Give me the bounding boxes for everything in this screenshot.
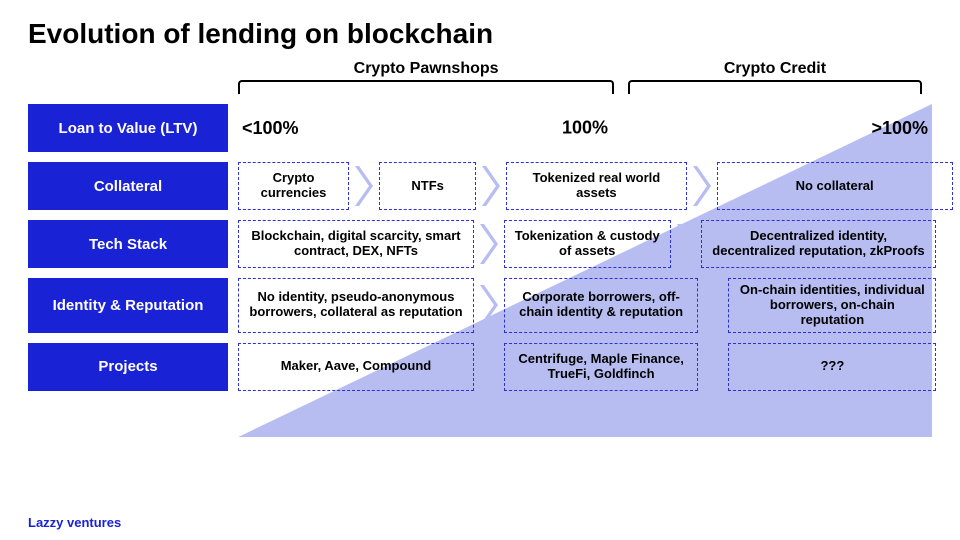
- chevron-right-icon: [480, 278, 498, 333]
- cells: Maker, Aave, Compound Centrifuge, Maple F…: [238, 343, 932, 391]
- chevron-right-icon: [704, 343, 722, 391]
- chevron-right-icon: [482, 162, 500, 210]
- cell: No collateral: [717, 162, 953, 210]
- row-collateral: CollateralCrypto currencies NTFs Tokenized…: [28, 162, 932, 210]
- cell: Tokenization & custody of assets: [504, 220, 671, 268]
- bracket-pawnshops: Crypto Pawnshops: [238, 60, 614, 94]
- cell: Maker, Aave, Compound: [238, 343, 474, 391]
- row-projects: ProjectsMaker, Aave, Compound Centrifuge,…: [28, 343, 932, 391]
- cell: ???: [728, 343, 936, 391]
- cell: Blockchain, digital scarcity, smart cont…: [238, 220, 474, 268]
- bracket-label-left: Crypto Pawnshops: [238, 60, 614, 78]
- cells: Crypto currencies NTFs Tokenized real worl…: [238, 162, 932, 210]
- row-label: Projects: [28, 343, 228, 391]
- row-tech-stack: Tech StackBlockchain, digital scarcity, …: [28, 220, 932, 268]
- row-label: Identity & Reputation: [28, 278, 228, 333]
- bracket-shape-left: [238, 80, 614, 94]
- row-ltv: Loan to Value (LTV) <100% >100% 100%: [28, 104, 932, 152]
- footer-brand: Lazzy ventures: [28, 515, 121, 530]
- cell: No identity, pseudo-anonymous borrowers,…: [238, 278, 474, 333]
- chevron-right-icon: [677, 220, 695, 268]
- brackets-area: Crypto Pawnshops Crypto Credit: [238, 60, 922, 104]
- row-identity-reputation: Identity & ReputationNo identity, pseudo…: [28, 278, 932, 333]
- cell: Centrifuge, Maple Finance, TrueFi, Goldf…: [504, 343, 698, 391]
- chevron-right-icon: [693, 162, 711, 210]
- chevron-right-icon: [704, 278, 722, 333]
- row-content: No identity, pseudo-anonymous borrowers,…: [238, 278, 932, 333]
- ltv-track: <100% >100% 100%: [238, 104, 932, 152]
- bracket-label-right: Crypto Credit: [628, 60, 922, 78]
- cell: Tokenized real world assets: [506, 162, 686, 210]
- cell: Corporate borrowers, off-chain identity …: [504, 278, 698, 333]
- ltv-left-label: <100%: [242, 118, 299, 139]
- cells: Blockchain, digital scarcity, smart cont…: [238, 220, 932, 268]
- grid: Loan to Value (LTV) <100% >100% 100% Col…: [28, 104, 932, 391]
- row-content: Maker, Aave, Compound Centrifuge, Maple F…: [238, 343, 932, 391]
- chevron-right-icon: [355, 162, 373, 210]
- row-content: Blockchain, digital scarcity, smart cont…: [238, 220, 932, 268]
- row-label-ltv: Loan to Value (LTV): [28, 104, 228, 152]
- ltv-mid-label: 100%: [562, 118, 608, 139]
- page-title: Evolution of lending on blockchain: [28, 18, 932, 50]
- cells: No identity, pseudo-anonymous borrowers,…: [238, 278, 932, 333]
- cell: Crypto currencies: [238, 162, 349, 210]
- row-label: Tech Stack: [28, 220, 228, 268]
- chevron-right-icon: [480, 220, 498, 268]
- bracket-shape-right: [628, 80, 922, 94]
- row-content: Crypto currencies NTFs Tokenized real worl…: [238, 162, 932, 210]
- bracket-credit: Crypto Credit: [628, 60, 922, 94]
- ltv-right-label: >100%: [871, 118, 928, 139]
- cell: Decentralized identity, decentralized re…: [701, 220, 937, 268]
- cell: NTFs: [379, 162, 476, 210]
- row-label: Collateral: [28, 162, 228, 210]
- cell: On-chain identities, individual borrower…: [728, 278, 936, 333]
- chevron-right-icon: [480, 343, 498, 391]
